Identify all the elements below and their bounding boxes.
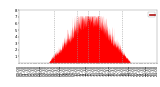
Legend:  [148, 12, 155, 17]
